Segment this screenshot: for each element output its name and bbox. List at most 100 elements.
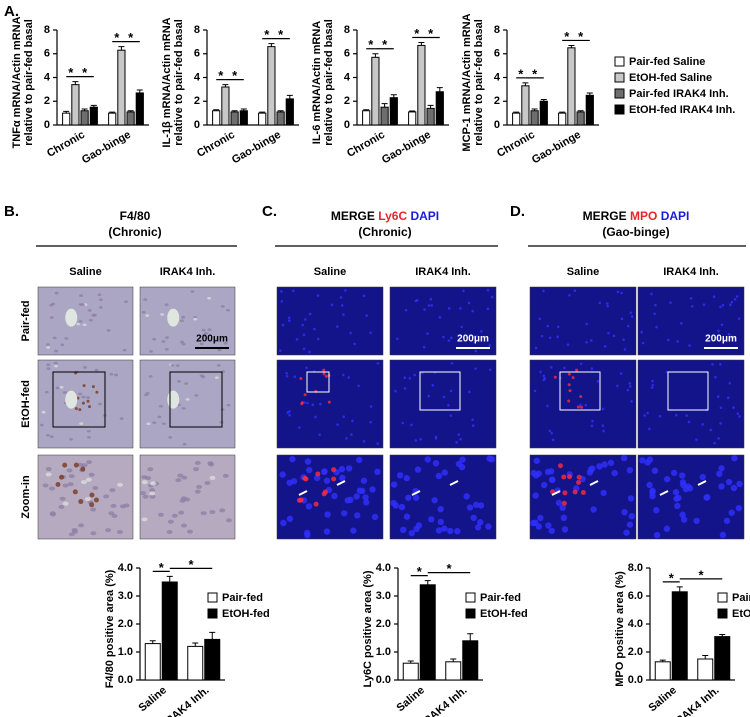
error-bar	[702, 655, 709, 659]
y-tick-label: 6	[44, 48, 50, 60]
nucleus	[548, 429, 552, 433]
nucleus	[486, 288, 490, 292]
tissue-feature	[184, 382, 189, 385]
column-label: IRAK4 Inh.	[160, 266, 216, 278]
nucleus	[591, 419, 594, 423]
error-bar	[522, 82, 529, 86]
nucleus	[590, 506, 597, 513]
tissue-feature	[124, 300, 129, 304]
nucleus	[601, 424, 605, 428]
tissue-feature	[103, 494, 110, 499]
nucleus	[286, 515, 294, 522]
nucleus	[485, 523, 492, 530]
tissue-feature	[140, 491, 147, 496]
stain-signal	[89, 492, 95, 498]
nucleus	[579, 403, 582, 407]
tissue-feature	[201, 375, 206, 379]
tissue-feature	[166, 530, 173, 535]
nucleus	[345, 465, 353, 472]
nucleus	[403, 513, 411, 520]
nucleus	[629, 311, 633, 315]
nucleus	[344, 289, 347, 292]
nucleus	[704, 494, 711, 501]
bar	[144, 643, 161, 681]
nucleus	[622, 338, 625, 341]
tissue-feature	[60, 343, 65, 347]
tissue-feature	[55, 386, 60, 390]
nucleus	[589, 339, 593, 342]
tissue-feature	[209, 475, 216, 480]
arrow	[411, 480, 459, 496]
tissue-feature	[119, 417, 124, 420]
legend-swatch	[614, 104, 625, 115]
stain-signal	[553, 375, 557, 379]
nucleus	[658, 414, 662, 418]
tissue-feature	[142, 494, 149, 499]
micrograph-subtitle: (Chronic)	[358, 225, 411, 239]
zoom-box	[419, 371, 461, 411]
tissue-feature	[86, 429, 91, 433]
legend-swatch	[717, 608, 728, 619]
scale-label: 200μm	[457, 334, 489, 345]
nucleus	[359, 487, 366, 495]
nucleus	[731, 454, 738, 462]
nucleus	[717, 437, 720, 440]
nucleus	[432, 460, 440, 467]
nucleus	[338, 465, 346, 473]
bar	[654, 661, 671, 681]
stain-signal	[91, 385, 95, 389]
nucleus	[427, 394, 430, 398]
y-tick-label: 1.0	[118, 646, 133, 658]
tissue-feature	[64, 337, 69, 340]
nucleus	[431, 383, 435, 387]
row-label: Pair-fed	[20, 301, 32, 342]
nucleus	[568, 293, 571, 297]
nucleus	[427, 304, 431, 307]
error-bar	[719, 634, 726, 637]
tissue-feature	[177, 380, 182, 383]
title-part: F4/80	[120, 209, 151, 223]
column-label: IRAK4 Inh.	[415, 266, 471, 278]
nucleus	[365, 314, 369, 317]
y-tick-label: 3.0	[118, 590, 133, 602]
tissue-feature	[145, 476, 152, 481]
tissue-feature	[186, 529, 193, 534]
nucleus	[620, 291, 623, 295]
tissue-feature	[49, 316, 54, 319]
nucleus	[673, 495, 680, 502]
stain-signal	[576, 474, 582, 480]
nucleus	[717, 336, 720, 340]
nucleus	[549, 365, 553, 369]
nucleus	[651, 467, 659, 474]
nucleus	[728, 509, 735, 516]
significance-mark: *	[518, 66, 524, 81]
nucleus	[534, 346, 538, 350]
nucleus	[413, 525, 420, 533]
nucleus	[732, 406, 735, 409]
bar	[285, 98, 294, 126]
nucleus	[663, 525, 671, 532]
nucleus	[454, 528, 461, 535]
legend-label: EtOH-fed IRAK4 Inh.	[629, 104, 735, 116]
bar	[267, 46, 276, 126]
nucleus	[314, 474, 321, 482]
nucleus	[455, 441, 459, 444]
stain-signal	[567, 383, 571, 387]
stain-signal	[567, 474, 573, 480]
nucleus	[719, 406, 723, 410]
nucleus	[347, 376, 351, 379]
nucleus	[678, 472, 686, 479]
y-axis-label: relative to pair-fed basal	[23, 19, 35, 146]
tissue-feature	[149, 488, 156, 493]
tissue-feature	[82, 365, 87, 369]
significance-mark: *	[264, 27, 270, 42]
nucleus	[350, 433, 353, 436]
stain-signal	[89, 502, 95, 508]
nucleus	[369, 486, 376, 493]
significance-mark: *	[159, 560, 165, 575]
nucleus	[719, 305, 722, 309]
nucleus	[628, 382, 632, 385]
significance-mark: *	[278, 27, 284, 42]
nucleus	[712, 295, 716, 299]
stain-signal	[300, 401, 304, 405]
